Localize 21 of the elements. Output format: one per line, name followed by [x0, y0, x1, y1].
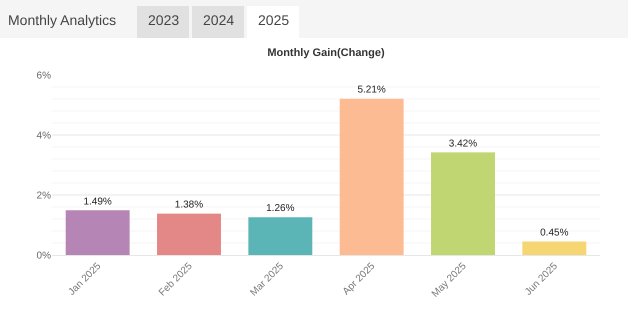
bar	[340, 98, 404, 255]
y-tick-label: 6%	[36, 70, 52, 82]
text: 2025	[258, 12, 290, 28]
y-tick-label: 4%	[36, 130, 52, 142]
chart-title: Monthly Gain(Change)	[267, 46, 385, 59]
data-label: 1.49%	[83, 196, 112, 208]
data-label: 3.42%	[448, 138, 478, 150]
y-tick-label: 2%	[36, 190, 52, 202]
bar	[431, 152, 495, 255]
bar	[248, 217, 312, 255]
data-label: 0.45%	[540, 228, 569, 238]
y-tick-label: 0%	[36, 250, 52, 262]
text: Monthly Analytics	[8, 12, 116, 28]
data-label: 1.26%	[266, 203, 295, 214]
bar	[66, 210, 130, 255]
text: 2024	[203, 12, 234, 28]
data-label: 5.21%	[357, 84, 386, 96]
text: 2023	[148, 12, 180, 28]
data-label: 1.38%	[174, 200, 204, 211]
bar	[522, 242, 586, 255]
bar	[157, 214, 221, 255]
